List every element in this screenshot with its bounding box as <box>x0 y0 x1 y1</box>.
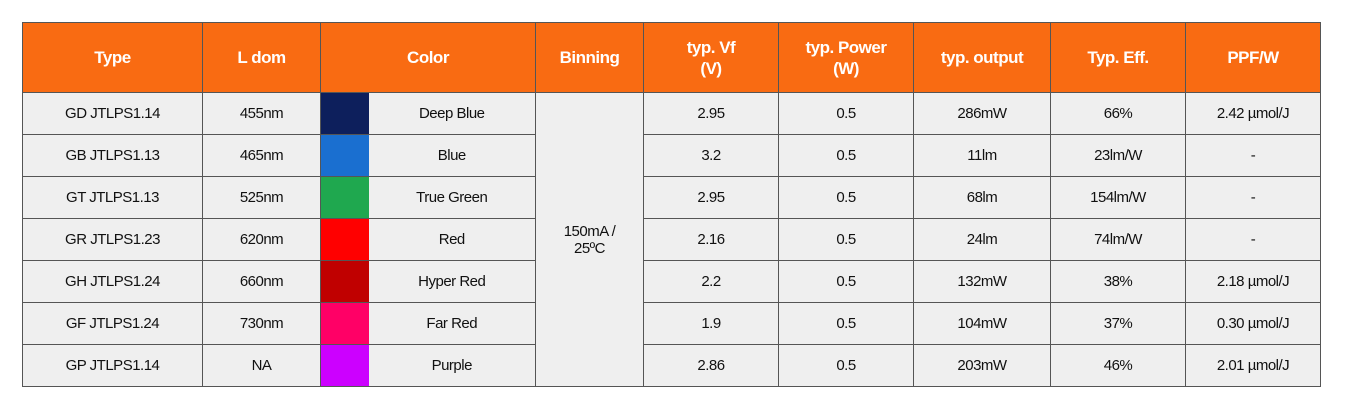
power-cell: 0.5 <box>778 92 914 135</box>
ppf-cell: - <box>1185 218 1321 261</box>
output-cell: 68lm <box>913 176 1051 219</box>
table-row: GB JTLPS1.13 465nm Blue 3.2 0.5 11lm 23lm/W - <box>22 134 1321 177</box>
type-cell: GR JTLPS1.23 <box>22 218 203 261</box>
power-cell: 0.5 <box>778 260 914 303</box>
eff-cell: 23lm/W <box>1050 134 1186 177</box>
output-cell: 286mW <box>913 92 1051 135</box>
color-swatch <box>320 92 369 135</box>
header-cell: PPF/W <box>1185 22 1321 93</box>
table-row: GT JTLPS1.13 525nm True Green 2.95 0.5 68lm 15… <box>22 176 1321 219</box>
header-cell: Typ. Eff. <box>1050 22 1186 93</box>
type-cell: GD JTLPS1.14 <box>22 92 203 135</box>
l-dom-cell: 660nm <box>202 260 321 303</box>
type-cell: GB JTLPS1.13 <box>22 134 203 177</box>
color-name-cell: Hyper Red <box>368 260 536 303</box>
table-row: GH JTLPS1.24 660nm Hyper Red 2.2 0.5 132mW 38%… <box>22 260 1321 303</box>
l-dom-cell: 465nm <box>202 134 321 177</box>
power-cell: 0.5 <box>778 302 914 345</box>
header-cell: L dom <box>202 22 321 93</box>
l-dom-cell: 455nm <box>202 92 321 135</box>
color-swatch <box>320 344 369 387</box>
table-body: GD JTLPS1.14 455nm Deep Blue 150mA / 25ºC 2.… <box>22 92 1321 387</box>
eff-cell: 37% <box>1050 302 1186 345</box>
color-swatch <box>320 176 369 219</box>
color-name-cell: Blue <box>368 134 536 177</box>
power-cell: 0.5 <box>778 176 914 219</box>
spec-table: Type L dom Color Binning typ. Vf (V) typ. Pow… <box>22 22 1321 387</box>
l-dom-cell: 525nm <box>202 176 321 219</box>
power-cell: 0.5 <box>778 134 914 177</box>
header-cell: Color <box>320 22 536 93</box>
header-cell: typ. output <box>913 22 1051 93</box>
binning-cell: 150mA / 25ºC <box>535 92 644 387</box>
eff-cell: 154lm/W <box>1050 176 1186 219</box>
table-row: GF JTLPS1.24 730nm Far Red 1.9 0.5 104mW 37% 0.… <box>22 302 1321 345</box>
header-cell: Binning <box>535 22 644 93</box>
ppf-cell: 2.01 µmol/J <box>1185 344 1321 387</box>
color-name-cell: Red <box>368 218 536 261</box>
color-name-cell: True Green <box>368 176 536 219</box>
header-row: Type L dom Color Binning typ. Vf (V) typ. Pow… <box>22 22 1321 93</box>
ppf-cell: 0.30 µmol/J <box>1185 302 1321 345</box>
ppf-cell: - <box>1185 134 1321 177</box>
color-swatch <box>320 302 369 345</box>
color-name-cell: Deep Blue <box>368 92 536 135</box>
type-cell: GT JTLPS1.13 <box>22 176 203 219</box>
table-row: GP JTLPS1.14 NA Purple 2.86 0.5 203mW 46% 2.01 … <box>22 344 1321 387</box>
power-cell: 0.5 <box>778 218 914 261</box>
eff-cell: 46% <box>1050 344 1186 387</box>
vf-cell: 2.16 <box>643 218 779 261</box>
ppf-cell: - <box>1185 176 1321 219</box>
l-dom-cell: 730nm <box>202 302 321 345</box>
color-swatch <box>320 134 369 177</box>
eff-cell: 74lm/W <box>1050 218 1186 261</box>
table-row: GR JTLPS1.23 620nm Red 2.16 0.5 24lm 74lm/W - <box>22 218 1321 261</box>
eff-cell: 66% <box>1050 92 1186 135</box>
vf-cell: 2.86 <box>643 344 779 387</box>
color-name-cell: Far Red <box>368 302 536 345</box>
output-cell: 132mW <box>913 260 1051 303</box>
color-swatch <box>320 218 369 261</box>
power-cell: 0.5 <box>778 344 914 387</box>
ppf-cell: 2.18 µmol/J <box>1185 260 1321 303</box>
output-cell: 11lm <box>913 134 1051 177</box>
output-cell: 203mW <box>913 344 1051 387</box>
output-cell: 24lm <box>913 218 1051 261</box>
header-cell: Type <box>22 22 203 93</box>
vf-cell: 2.95 <box>643 92 779 135</box>
vf-cell: 2.2 <box>643 260 779 303</box>
color-swatch <box>320 260 369 303</box>
vf-cell: 3.2 <box>643 134 779 177</box>
ppf-cell: 2.42 µmol/J <box>1185 92 1321 135</box>
vf-cell: 2.95 <box>643 176 779 219</box>
eff-cell: 38% <box>1050 260 1186 303</box>
color-name-cell: Purple <box>368 344 536 387</box>
type-cell: GF JTLPS1.24 <box>22 302 203 345</box>
type-cell: GH JTLPS1.24 <box>22 260 203 303</box>
output-cell: 104mW <box>913 302 1051 345</box>
header-cell: typ. Power (W) <box>778 22 914 93</box>
type-cell: GP JTLPS1.14 <box>22 344 203 387</box>
l-dom-cell: NA <box>202 344 321 387</box>
l-dom-cell: 620nm <box>202 218 321 261</box>
table-row: GD JTLPS1.14 455nm Deep Blue 150mA / 25ºC 2.… <box>22 92 1321 387</box>
vf-cell: 1.9 <box>643 302 779 345</box>
header-cell: typ. Vf (V) <box>643 22 779 93</box>
